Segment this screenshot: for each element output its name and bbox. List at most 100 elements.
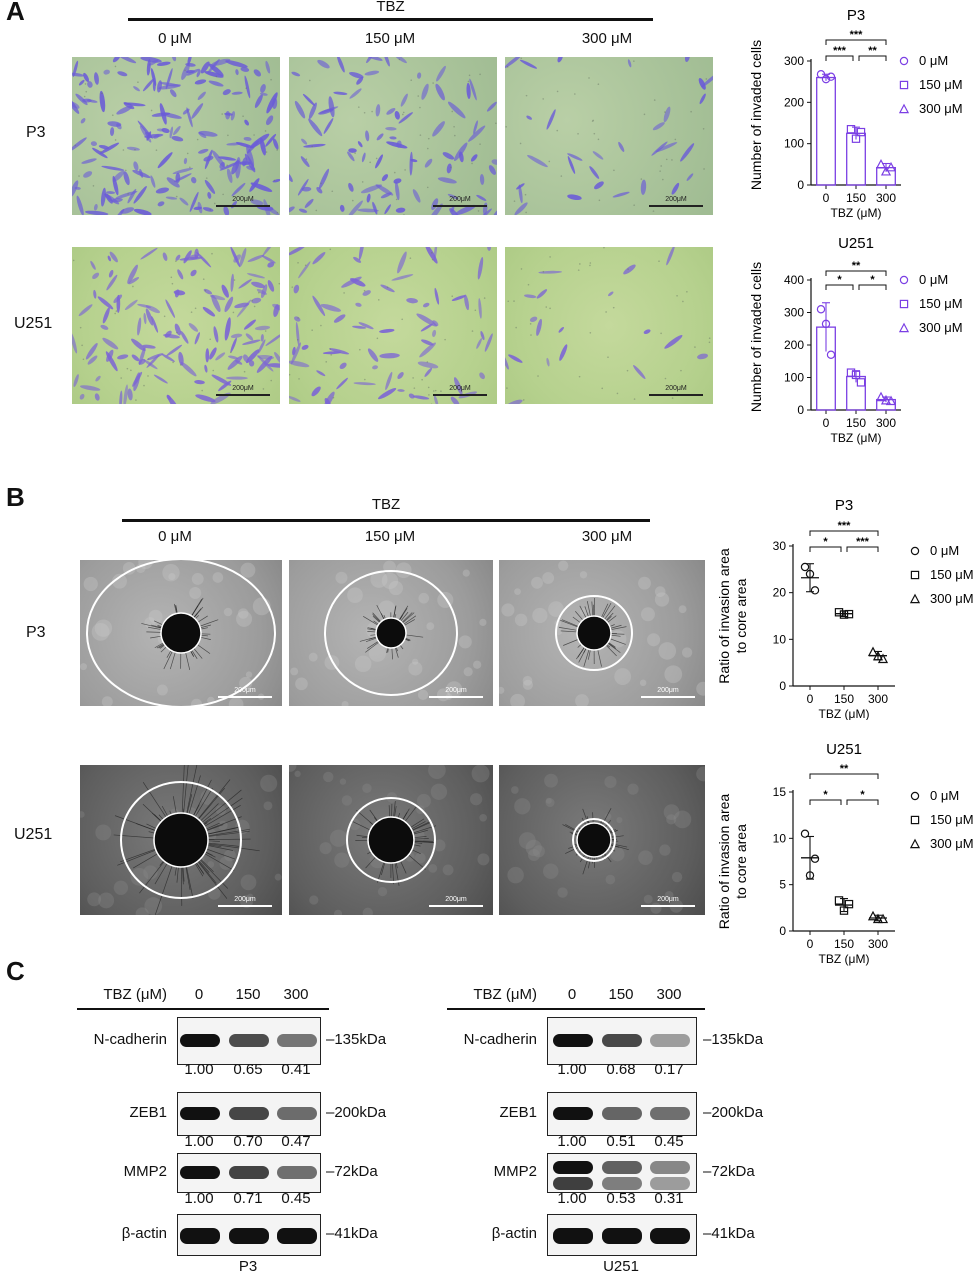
invaded-cells-pattern xyxy=(289,247,493,404)
legend-label: 300 μM xyxy=(930,591,973,606)
data-point xyxy=(805,569,815,579)
spheroid-b-u251-300: 200μm xyxy=(499,765,705,915)
blot-band xyxy=(602,1161,642,1174)
legend-label: 300 μM xyxy=(930,836,973,851)
significance-stars: * xyxy=(870,274,875,286)
micrograph-a-p3-150: 200μM xyxy=(289,57,497,215)
significance-bracket xyxy=(825,284,854,290)
y-tick-label: 20 xyxy=(773,586,787,600)
blot-band xyxy=(602,1034,642,1047)
y-tick-label: 10 xyxy=(773,632,787,646)
significance-stars: *** xyxy=(850,29,864,41)
invasion-boundary xyxy=(86,560,276,706)
data-point xyxy=(885,161,897,172)
blot-band xyxy=(277,1107,317,1120)
quantification-value: 1.00 xyxy=(184,1133,214,1150)
data-point xyxy=(867,646,879,657)
lane-label: 150 xyxy=(608,986,634,1003)
spheroid-core xyxy=(576,615,612,651)
data-point xyxy=(851,370,861,380)
significance-stars: * xyxy=(823,789,828,801)
y-tick-label: 100 xyxy=(784,137,804,151)
panel-a-row-p3: P3 xyxy=(26,124,46,141)
invasion-boundary xyxy=(555,595,633,671)
molecular-weight-label: –72kDa xyxy=(326,1163,378,1180)
scale-bar-label: 200μM xyxy=(665,385,687,392)
blot-band xyxy=(229,1107,269,1120)
bar xyxy=(816,76,836,186)
data-point xyxy=(834,896,844,905)
panel-b-treatment-line xyxy=(122,519,650,522)
scale-bar-label: 200μm xyxy=(234,896,256,903)
blot-band xyxy=(277,1034,317,1047)
protein-label: β-actin xyxy=(121,1225,167,1242)
scale-bar: 200μm xyxy=(641,687,695,698)
blot-band xyxy=(229,1034,269,1047)
legend-marker xyxy=(910,791,920,801)
spheroid-b-u251-150: 200μm xyxy=(289,765,493,915)
data-point xyxy=(816,305,826,314)
spheroid-core xyxy=(153,812,209,868)
molecular-weight-label: –41kDa xyxy=(326,1225,378,1242)
data-point xyxy=(877,653,889,664)
blot-band xyxy=(229,1228,269,1244)
scale-bar: 200μm xyxy=(218,687,272,698)
blot-band xyxy=(602,1228,642,1244)
y-axis-label-line1: Ratio of invasion area xyxy=(716,548,732,684)
scale-bar-label: 200μm xyxy=(657,687,679,694)
blot-band xyxy=(553,1228,593,1244)
x-tick-label: 150 xyxy=(834,937,854,951)
quantification-value: 1.00 xyxy=(557,1190,587,1207)
panel-b-dose-0: 0 μM xyxy=(158,528,192,545)
quantification-value: 0.17 xyxy=(654,1061,684,1078)
blot-band xyxy=(229,1166,269,1179)
y-tick-label: 200 xyxy=(784,338,804,352)
y-axis-label: Number of invaded cells xyxy=(748,262,764,412)
micrograph-a-p3-300: 200μM xyxy=(505,57,713,215)
spheroid-image xyxy=(507,766,705,914)
molecular-weight-label: –135kDa xyxy=(326,1031,387,1048)
legend-marker xyxy=(910,815,920,825)
blot-mmp2 xyxy=(547,1153,697,1193)
legend-label: 0 μM xyxy=(919,272,948,287)
micrograph-a-p3-0: 200μM xyxy=(72,57,280,215)
panel-a-letter: A xyxy=(6,0,25,26)
panel-b-dose-300: 300 μM xyxy=(581,528,633,545)
invasion-boundary xyxy=(324,570,458,696)
micrograph-a-u251-0: 200μM xyxy=(72,247,280,404)
x-tick-label: 0 xyxy=(823,416,830,430)
data-point xyxy=(875,391,887,402)
blot-band xyxy=(650,1228,690,1244)
spheroid-core xyxy=(160,612,202,654)
data-point xyxy=(846,124,856,134)
protein-label: β-actin xyxy=(491,1225,537,1242)
cell-line-label: U251 xyxy=(603,1258,639,1275)
legend-label: 0 μM xyxy=(919,53,948,68)
protein-label: N-cadherin xyxy=(463,1031,537,1048)
spheroid-image xyxy=(289,765,490,915)
blot-n-cadherin xyxy=(547,1017,697,1065)
data-point xyxy=(867,910,879,921)
significance-bracket xyxy=(825,270,887,276)
molecular-weight-label: –200kDa xyxy=(326,1104,387,1121)
data-point xyxy=(821,74,831,84)
y-tick-label: 0 xyxy=(797,178,804,192)
x-tick-label: 150 xyxy=(846,416,866,430)
significance-stars: * xyxy=(837,274,842,286)
blot-band xyxy=(553,1107,593,1120)
data-point xyxy=(885,395,897,406)
spheroid-core xyxy=(375,617,407,649)
panel-b-treatment-label: TBZ xyxy=(371,496,401,513)
data-point xyxy=(800,562,810,572)
lane-label: 300 xyxy=(656,986,682,1003)
blot-band xyxy=(180,1228,220,1244)
invasion-boundary xyxy=(346,797,436,883)
legend-label: 150 μM xyxy=(919,77,963,92)
legend-label: 300 μM xyxy=(919,101,963,116)
y-tick-label: 15 xyxy=(773,785,787,799)
molecular-weight-label: –135kDa xyxy=(703,1031,764,1048)
panel-b-chart-p3: P3 Ratio of invasion area to core area 0 10 2… xyxy=(716,497,973,720)
panel-b-dose-150: 150 μM xyxy=(364,528,416,545)
legend-label: 150 μM xyxy=(930,812,973,827)
blot-band xyxy=(553,1161,593,1174)
